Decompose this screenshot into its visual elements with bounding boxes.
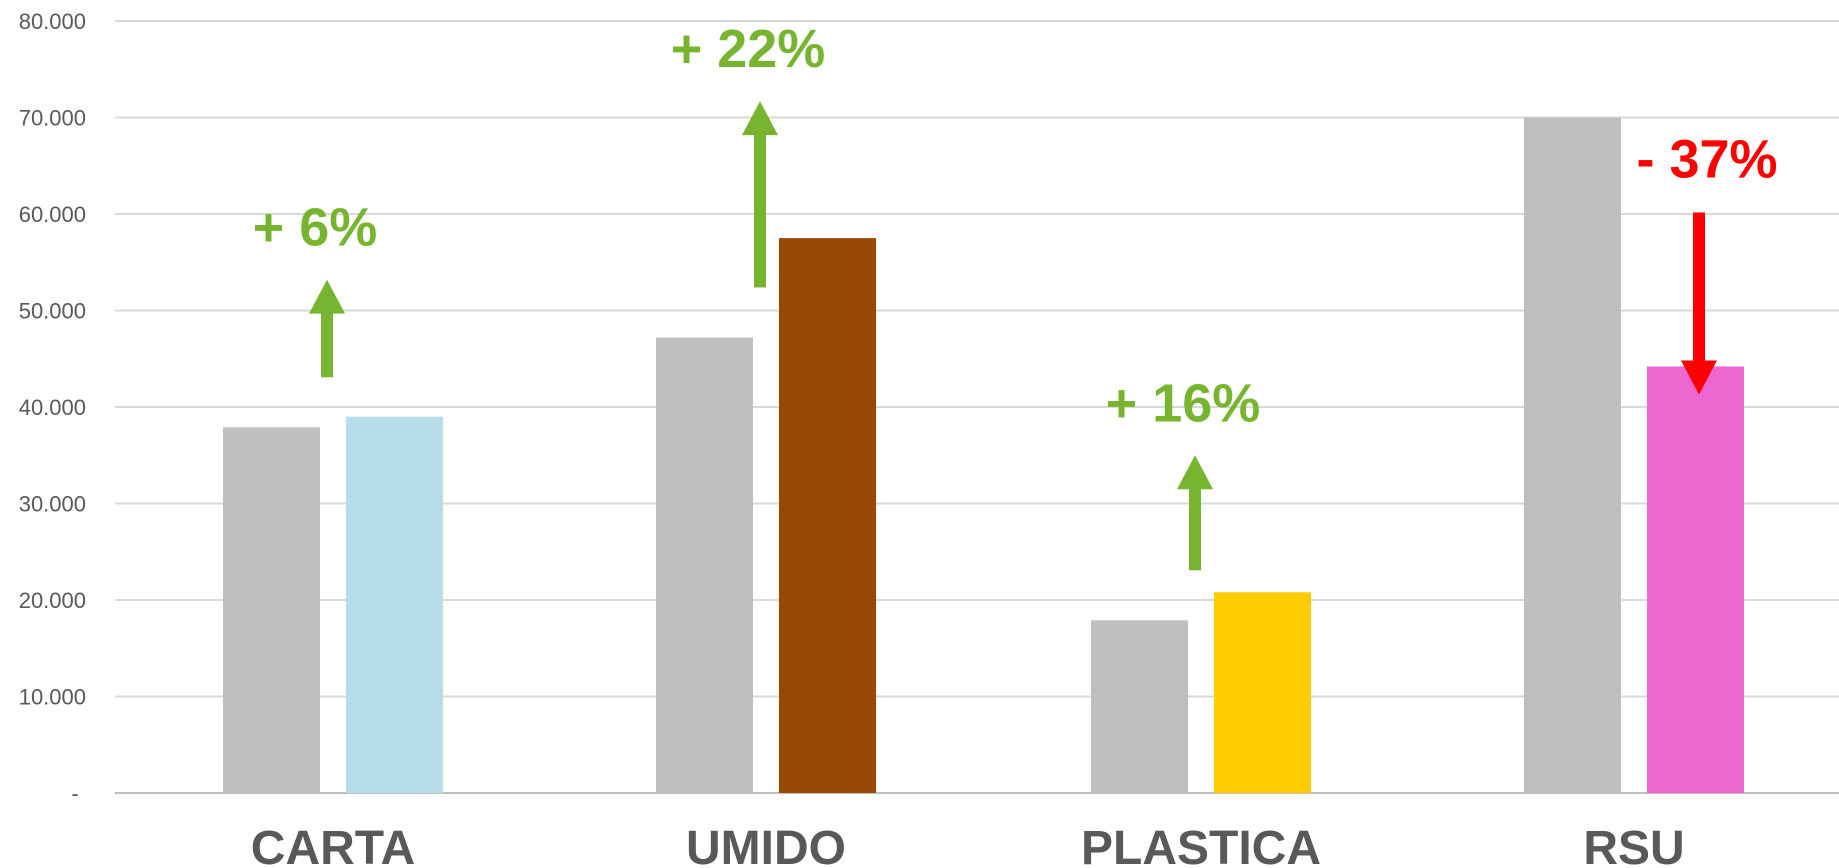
y-tick-label: 20.000 [19,588,86,613]
y-axis: - 10.000 20.000 30.000 40.000 50.000 60.000 70.… [19,9,86,806]
y-tick-label: 40.000 [19,395,86,420]
annotations: + 6% + 22% + 16% - 37% [253,19,1778,571]
bar-umido-series-2 [779,238,876,793]
y-tick-label: 50.000 [19,299,86,324]
change-annotation-carta: + 6% [253,198,378,258]
arrow-down-icon [1681,212,1717,395]
change-annotation-umido: + 22% [671,19,826,79]
x-category-label: PLASTICA [1081,822,1321,868]
arrow-up-icon [309,279,345,378]
bar-carta-series-1 [223,427,320,793]
change-annotation-plastica: + 16% [1106,373,1261,433]
x-axis: CARTA UMIDO PLASTICA RSU [251,822,1685,868]
y-tick-label: 70.000 [19,106,86,131]
arrow-up-icon [1177,455,1213,571]
x-category-label: CARTA [251,822,415,868]
bar-carta-series-2 [346,416,443,793]
arrow-up-icon [742,101,778,288]
bar-rsu-series-1 [1524,117,1621,793]
y-tick-label: 80.000 [19,9,86,34]
bars [223,117,1744,793]
y-tick-label: - [71,781,78,806]
y-tick-label: 60.000 [19,202,86,227]
bar-umido-series-1 [656,337,753,793]
bar-plastica-series-1 [1091,620,1188,793]
y-tick-label: 10.000 [19,685,86,710]
bar-plastica-series-2 [1214,592,1311,793]
x-category-label: RSU [1583,822,1684,868]
change-annotation-rsu: - 37% [1636,130,1777,190]
y-tick-label: 30.000 [19,492,86,517]
x-category-label: UMIDO [686,822,846,868]
bar-rsu-series-2 [1647,366,1744,793]
